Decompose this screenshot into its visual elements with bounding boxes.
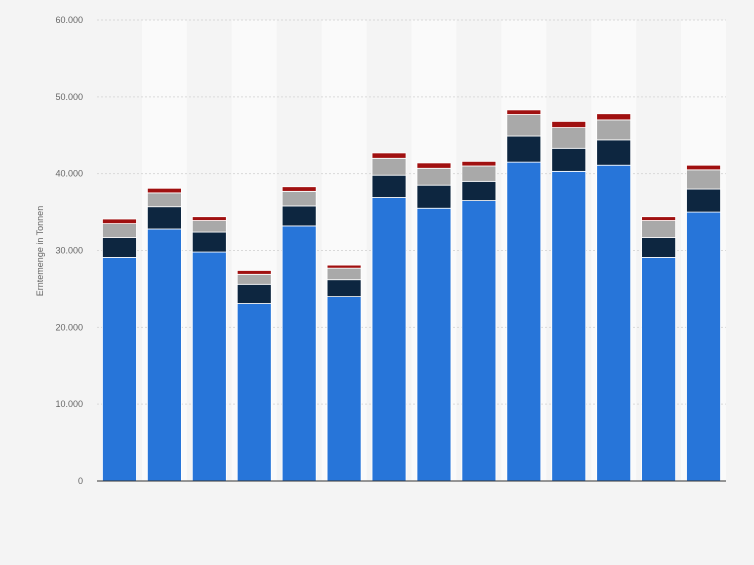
- y-tick-label: 50.000: [55, 92, 83, 102]
- bar-segment-2: [326, 279, 362, 297]
- bar-stack: [326, 264, 362, 482]
- bar-stack: [686, 164, 721, 482]
- bar-segment-1: [551, 170, 587, 482]
- bar-segment-2: [551, 147, 587, 172]
- bar-segment-3: [506, 114, 542, 137]
- bar-segment-1: [326, 296, 362, 482]
- bar-segment-4: [416, 162, 452, 169]
- bar-segment-4: [371, 152, 407, 159]
- bar-segment-2: [281, 205, 317, 227]
- y-axis-title: Erntemenge in Tonnen: [35, 206, 45, 296]
- bar-segment-4: [461, 160, 497, 167]
- y-tick-label: 20.000: [55, 322, 83, 332]
- bar-segment-1: [686, 211, 721, 482]
- bar-stack: [461, 160, 497, 482]
- bar-segment-2: [146, 206, 182, 230]
- bar-segment-1: [191, 251, 227, 482]
- bar-segment-4: [641, 216, 677, 221]
- bar-stack: [551, 121, 587, 482]
- bar-segment-3: [371, 157, 407, 176]
- bar-segment-1: [641, 257, 677, 482]
- bar-segment-2: [371, 174, 407, 198]
- bar-stack: [281, 186, 317, 482]
- bar-segment-4: [281, 186, 317, 192]
- bar-segment-2: [641, 237, 677, 258]
- bar-segment-3: [281, 190, 317, 207]
- bar-stack: [146, 187, 182, 482]
- bar-segment-1: [461, 200, 497, 482]
- bar-segment-1: [146, 228, 182, 482]
- bar-segment-1: [506, 161, 542, 482]
- y-tick-label: 0: [78, 476, 83, 486]
- bar-segment-3: [641, 220, 677, 238]
- bar-segment-4: [506, 109, 542, 115]
- bar-segment-1: [596, 164, 632, 482]
- bar-segment-3: [596, 119, 632, 141]
- bar-stack: [506, 109, 542, 482]
- bar-segment-3: [191, 220, 227, 233]
- bar-segment-2: [102, 237, 137, 258]
- y-axis-ticks: 0 10.000 20.000 30.000 40.000 50.000 60.000: [55, 15, 83, 486]
- bar-segment-4: [236, 270, 272, 275]
- bar-segment-1: [102, 257, 137, 482]
- bar-segment-4: [146, 187, 182, 194]
- bar-stack: [596, 113, 632, 482]
- bar-segment-1: [416, 207, 452, 482]
- bar-stack: [416, 162, 452, 482]
- bar-segment-4: [191, 216, 227, 221]
- bar-segment-1: [281, 225, 317, 482]
- bar-stack: [641, 216, 677, 482]
- bar-segment-4: [596, 113, 632, 121]
- bar-segment-3: [686, 169, 721, 190]
- bar-segment-2: [461, 180, 497, 201]
- bar-segment-4: [102, 218, 137, 225]
- y-tick-label: 60.000: [55, 15, 83, 25]
- bar-segment-4: [686, 164, 721, 171]
- bar-segment-2: [416, 184, 452, 209]
- bar-segment-3: [326, 267, 362, 281]
- bar-stack: [102, 218, 137, 482]
- bar-segment-2: [191, 231, 227, 253]
- bar-segment-1: [371, 197, 407, 482]
- bar-stack: [191, 216, 227, 482]
- bar-segment-4: [551, 121, 587, 128]
- y-tick-label: 40.000: [55, 169, 83, 179]
- bar-segment-2: [596, 139, 632, 166]
- bar-stack: [236, 270, 272, 482]
- bars: [102, 109, 721, 482]
- bar-segment-3: [236, 273, 272, 285]
- bar-stack: [371, 152, 407, 482]
- bar-segment-3: [146, 192, 182, 208]
- bar-segment-4: [326, 264, 362, 269]
- bar-segment-3: [461, 165, 497, 182]
- y-tick-label: 30.000: [55, 246, 83, 256]
- bar-segment-2: [686, 188, 721, 213]
- bar-segment-3: [416, 167, 452, 186]
- bar-segment-2: [236, 283, 272, 304]
- bar-segment-3: [551, 127, 587, 149]
- y-tick-label: 10.000: [55, 399, 83, 409]
- bar-segment-2: [506, 135, 542, 163]
- bar-segment-3: [102, 223, 137, 238]
- bar-segment-1: [236, 303, 272, 482]
